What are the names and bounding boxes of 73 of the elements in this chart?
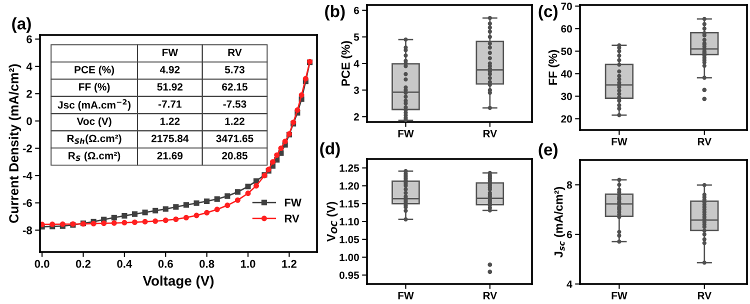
y-tick-label: 1.25 — [340, 164, 360, 172]
chart-title: (a) — [12, 17, 31, 33]
y-tick-label: 1.15 — [340, 200, 360, 208]
annotation: 2175.84 — [151, 134, 189, 142]
y-tick-label: 4 — [566, 280, 572, 288]
annotation: 5.73 — [224, 66, 244, 74]
y-tick-label: -8 — [22, 226, 32, 234]
y-tick-label: 6 — [354, 6, 359, 14]
x-tick-label: FW — [398, 292, 414, 300]
y-tick-label: 1.10 — [340, 218, 359, 226]
x-tick-label: 0.8 — [200, 260, 214, 268]
y-tick-label: 30 — [561, 92, 572, 100]
y-tick-label: 1.00 — [340, 254, 359, 262]
y-tick-label: 40 — [560, 70, 572, 78]
y-tick-label: 4 — [26, 62, 32, 70]
annotation: 4.92 — [160, 66, 180, 74]
y-tick-label: 60 — [561, 25, 572, 33]
annotation: 51.92 — [157, 83, 183, 91]
x-tick-label: 0.0 — [34, 260, 50, 268]
annotation: R$_{S}$ (Ω.cm²) — [68, 152, 120, 162]
chart-title: (c) — [538, 5, 558, 21]
y-tick-label: 70 — [561, 2, 572, 10]
y-tick-label: 2 — [26, 90, 32, 98]
annotation: Jsc (mA.cm$^{−2}$) — [58, 99, 131, 111]
y-tick-label: 5 — [354, 34, 360, 41]
x-tick-label: RV — [698, 292, 712, 300]
annotation: 1.22 — [160, 118, 180, 125]
y-tick-label: 0 — [26, 117, 32, 126]
annotation: Voc (V) — [76, 117, 112, 128]
legend-label: RV — [284, 214, 300, 222]
x-tick-label: RV — [483, 292, 497, 300]
y-tick-label: 1.20 — [340, 182, 359, 190]
y-tick-label: 6 — [26, 35, 32, 44]
y-tick-label: -4 — [22, 172, 32, 180]
x-tick-label: 0.4 — [117, 260, 132, 268]
y-tick-label: 8 — [566, 181, 572, 189]
annotation: R$_{Sh}$(Ω.cm²) — [67, 134, 122, 144]
annotation: 20.85 — [222, 152, 248, 160]
y-tick-label: -6 — [22, 199, 32, 208]
annotation: 21.69 — [157, 152, 183, 160]
annotation: 62.15 — [222, 83, 248, 91]
x-axis-title: Voltage (V) — [142, 276, 214, 289]
y-axis-title: Current Density (mA/cm²) — [8, 64, 22, 223]
annotation: RV — [228, 48, 242, 56]
y-tick-label: 20 — [561, 115, 572, 123]
x-tick-label: 1.0 — [240, 260, 256, 268]
annotation: -7.71 — [158, 100, 182, 108]
annotation: 3471.65 — [216, 134, 254, 142]
annotation: PCE (%) — [74, 66, 114, 76]
y-tick-label: 3 — [354, 86, 359, 94]
annotation: 1.22 — [225, 118, 244, 125]
y-axis-title: PCE (%) — [341, 41, 352, 86]
annotation: -7.53 — [223, 100, 246, 108]
annotation: FW — [162, 48, 178, 56]
y-tick-label: 6 — [566, 230, 572, 238]
y-axis-title: V$_{OC}$ (V) — [326, 202, 338, 242]
x-tick-label: FW — [612, 292, 628, 300]
annotation: FF (%) — [79, 82, 110, 93]
x-tick-label: 1.2 — [282, 260, 296, 268]
chart-title: (e) — [538, 143, 558, 159]
chart-title: (d) — [320, 142, 340, 158]
y-axis-title: J$_{sc}$ (mA/cm²) — [554, 186, 566, 258]
x-tick-label: 0.6 — [158, 260, 173, 268]
y-tick-label: -2 — [22, 144, 32, 152]
y-axis-title: FF (%) — [548, 50, 560, 85]
y-tick-label: 1.05 — [340, 236, 360, 244]
y-tick-label: 0.95 — [340, 272, 360, 279]
legend-label: FW — [284, 198, 302, 206]
y-tick-label: 2 — [354, 113, 359, 120]
y-tick-label: 4 — [354, 60, 360, 68]
chart-title: (b) — [325, 5, 345, 21]
y-tick-label: 50 — [561, 48, 572, 56]
x-tick-label: 0.2 — [76, 260, 91, 268]
